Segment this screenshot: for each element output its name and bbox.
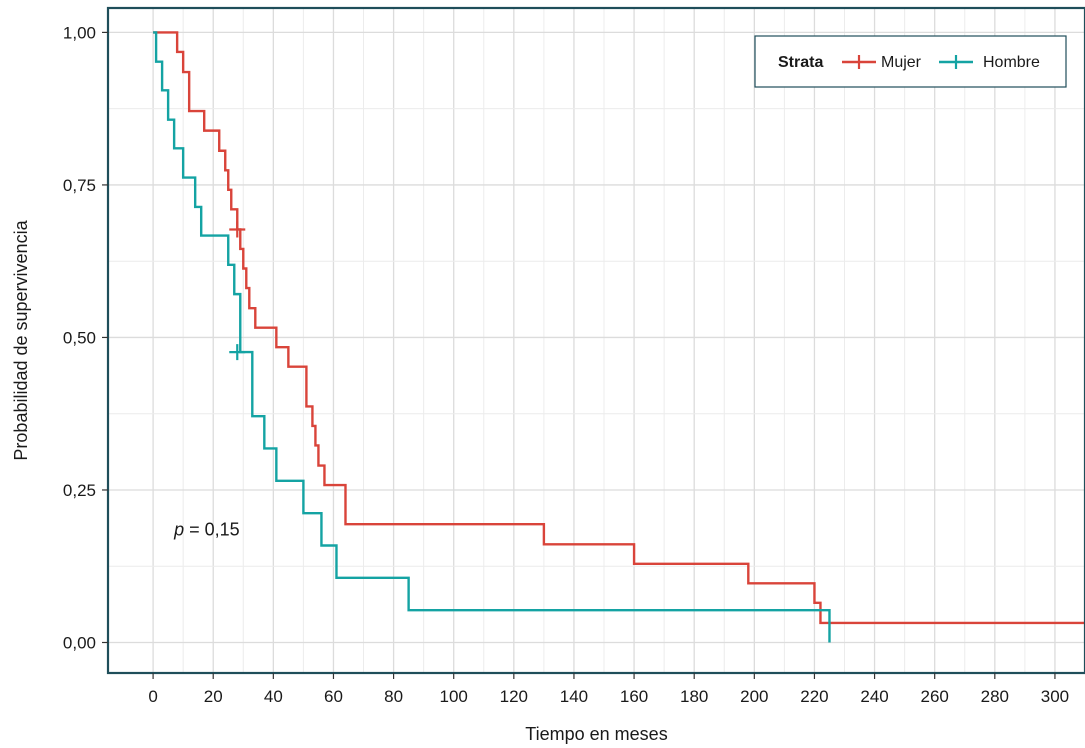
x-tick-label: 60 xyxy=(324,687,343,706)
x-tick-label: 0 xyxy=(148,687,157,706)
x-tick-label: 280 xyxy=(981,687,1009,706)
x-tick-label: 140 xyxy=(560,687,588,706)
x-tick-label: 300 xyxy=(1041,687,1069,706)
legend: Strata Mujer Hombre xyxy=(754,35,1067,88)
x-tick-label: 20 xyxy=(204,687,223,706)
p-value-symbol: p xyxy=(173,520,184,540)
y-axis-title: Probabilidad de supervivencia xyxy=(11,219,31,460)
legend-label: Mujer xyxy=(881,54,922,71)
p-value-annotation: p = 0,15 xyxy=(173,520,240,540)
x-axis-title: Tiempo en meses xyxy=(525,724,667,744)
plot-frame xyxy=(106,6,1085,675)
x-tick-label: 120 xyxy=(500,687,528,706)
x-tick-label: 220 xyxy=(800,687,828,706)
y-tick-label: 0,75 xyxy=(63,176,96,195)
series-line-mujer xyxy=(153,31,1085,625)
y-tick-label: 0,25 xyxy=(63,481,96,500)
x-tick-label: 180 xyxy=(680,687,708,706)
x-tick-label: 100 xyxy=(440,687,468,706)
y-tick-label: 0,50 xyxy=(63,328,96,347)
legend-items: Mujer Hombre xyxy=(842,54,1040,71)
y-tick-label: 1,00 xyxy=(63,23,96,42)
y-axis-ticks: 0,00 0,25 0,50 0,75 1,00 xyxy=(63,23,108,652)
x-tick-label: 40 xyxy=(264,687,283,706)
grid-lines xyxy=(108,8,1085,673)
censor-mark xyxy=(229,221,246,238)
y-tick-label: 0,00 xyxy=(63,633,96,652)
legend-label: Hombre xyxy=(983,54,1040,71)
x-tick-label: 200 xyxy=(740,687,768,706)
legend-box xyxy=(754,35,1067,88)
x-tick-label: 80 xyxy=(384,687,403,706)
series-layer xyxy=(153,31,1085,643)
legend-title: Strata xyxy=(778,54,823,71)
series-line-hombre xyxy=(153,31,831,643)
censor-mark xyxy=(229,344,246,361)
x-tick-label: 160 xyxy=(620,687,648,706)
p-value-text: = 0,15 xyxy=(184,520,240,540)
x-tick-label: 260 xyxy=(921,687,949,706)
x-axis-ticks: 0 20 40 60 80 100 120 140 160 180 200 220 240 260 280 3… xyxy=(148,673,1069,706)
x-tick-label: 240 xyxy=(860,687,888,706)
